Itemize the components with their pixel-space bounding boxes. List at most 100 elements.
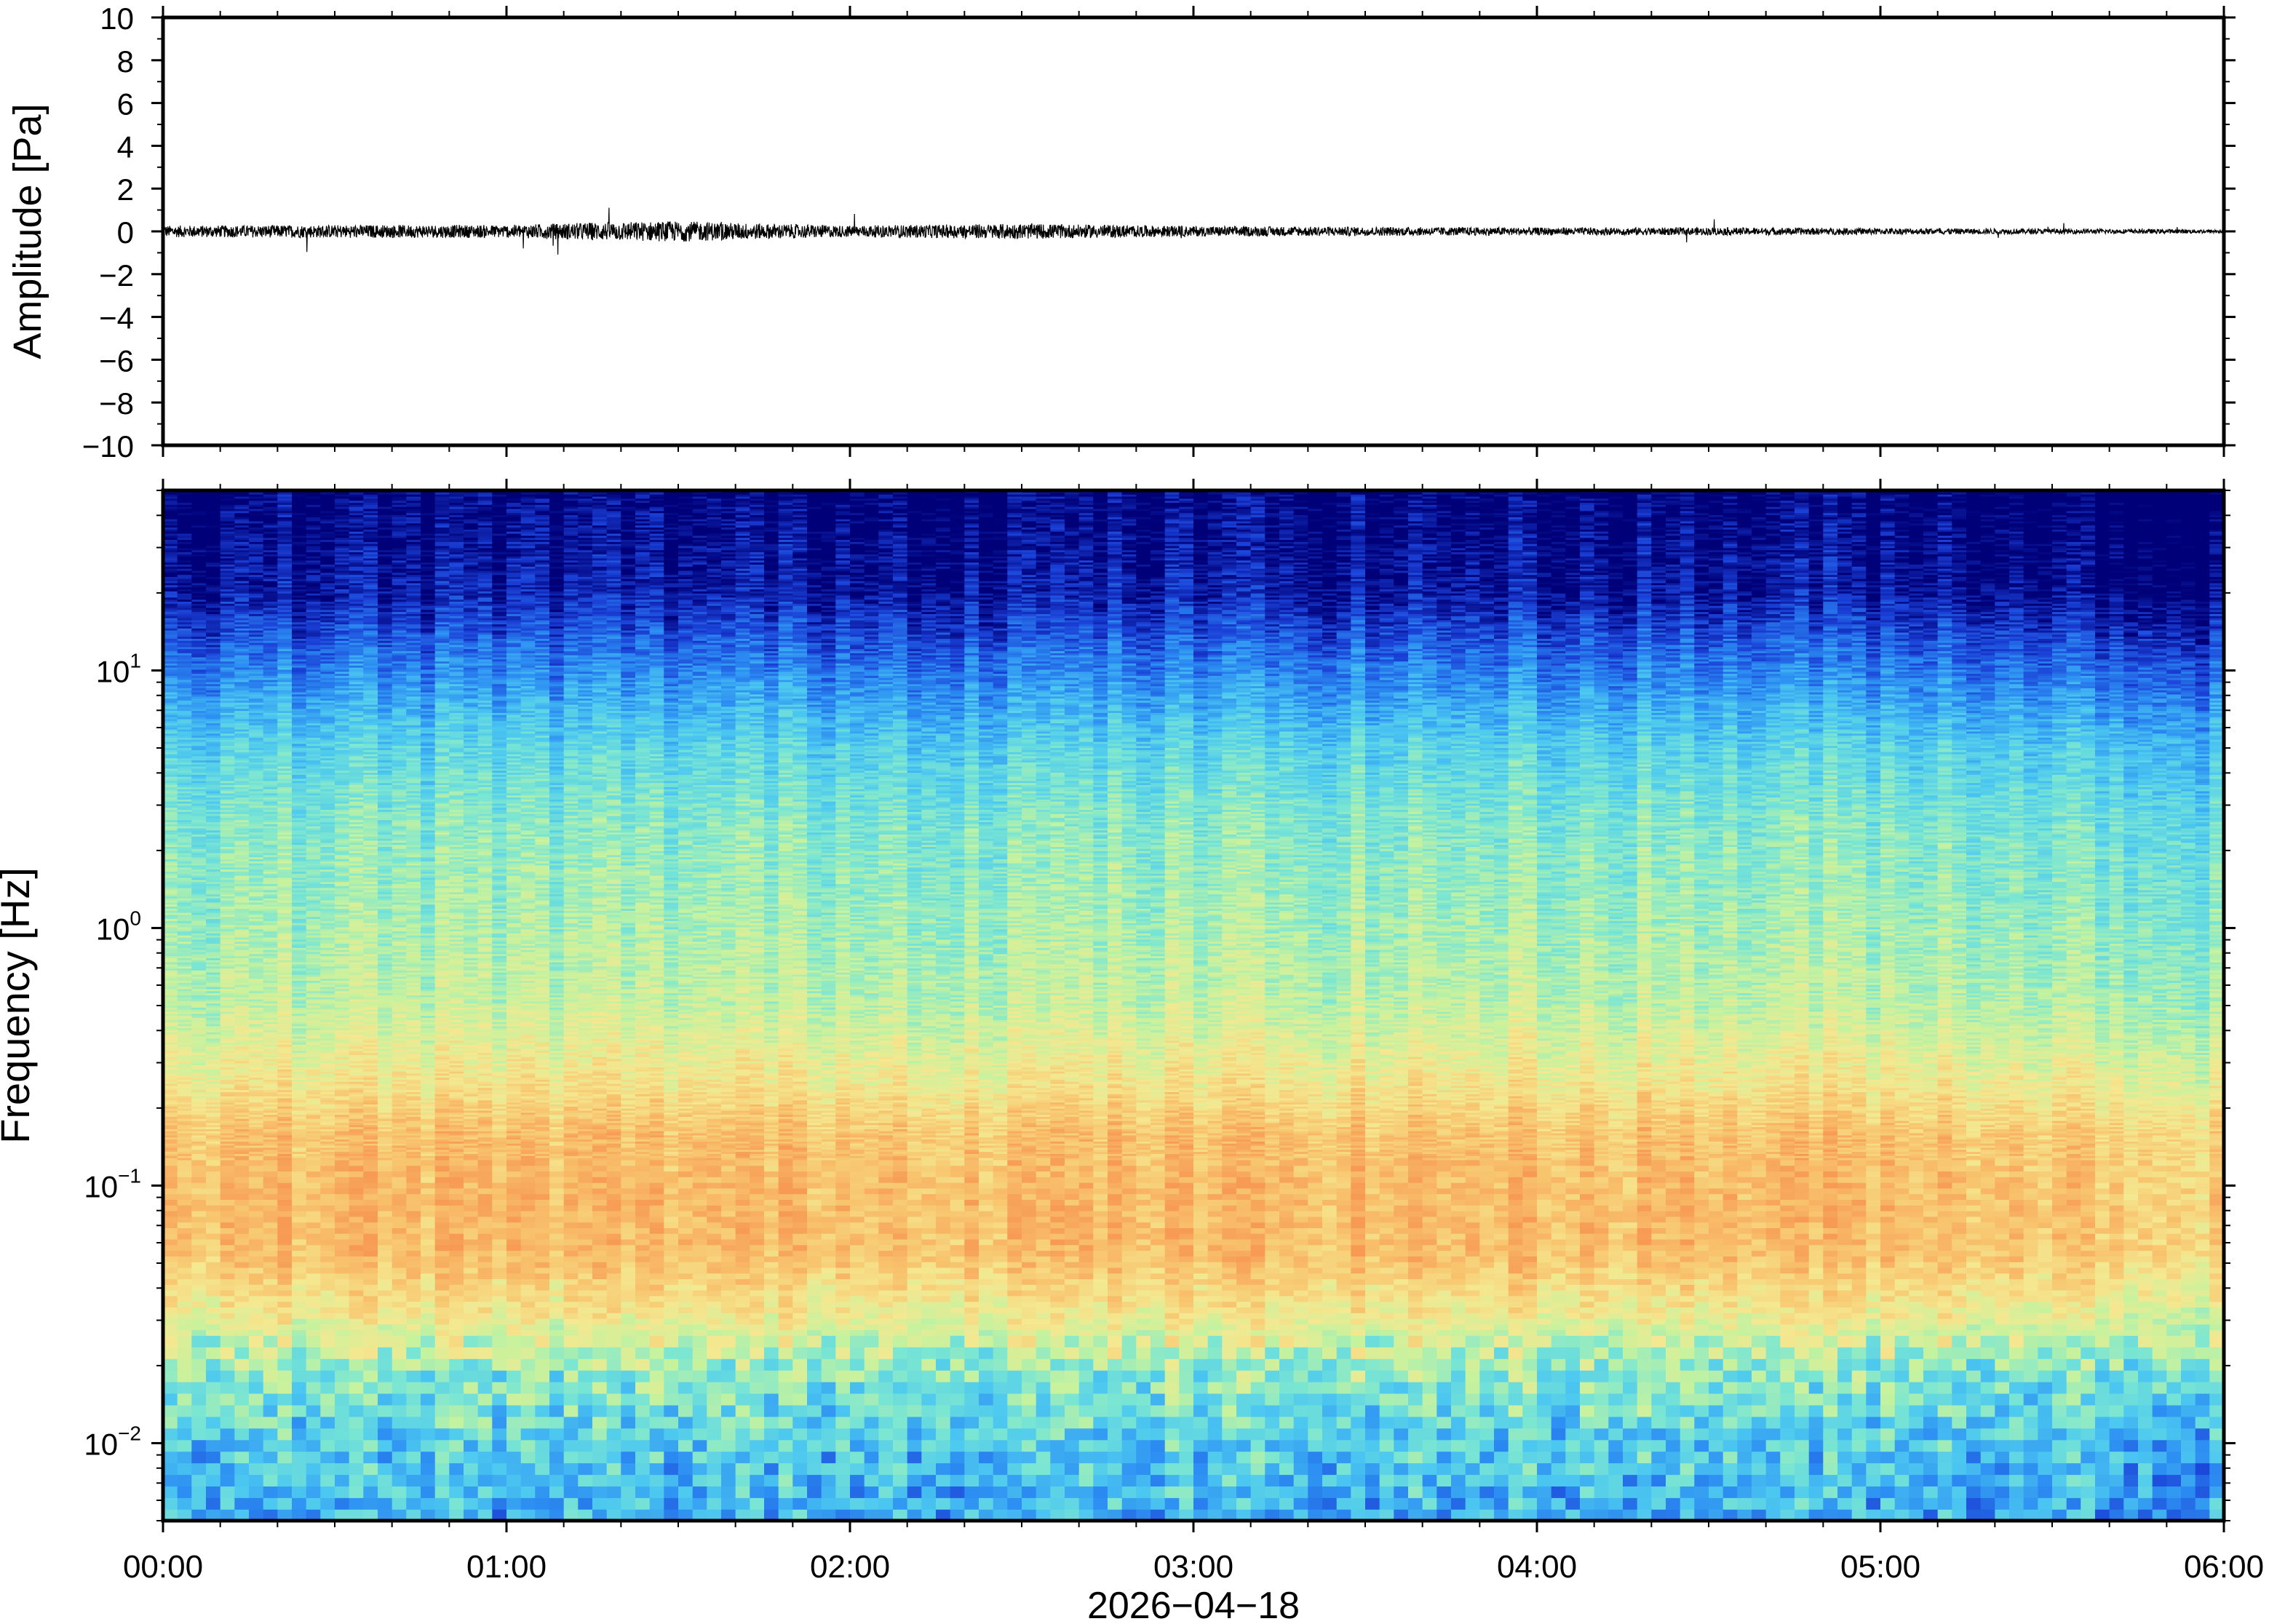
spectrogram-cell (163, 1222, 178, 1228)
spectrogram-cell (163, 1462, 178, 1475)
spectrogram-cell (191, 1486, 207, 1498)
spectrogram-cell (263, 1296, 279, 1302)
spectrogram-panel: 10110010−110−2 00:00 01:00 02:00 03:00 04:00… (0, 479, 2264, 1624)
spectrogram-cell (234, 1296, 250, 1302)
spectrogram-cell (249, 1273, 264, 1280)
spectrogram-cell (191, 1182, 207, 1189)
spectrogram-cell (249, 1267, 264, 1274)
spectrogram-cell (163, 1262, 178, 1268)
spectrogram-cell (277, 1382, 293, 1394)
spectrogram-cell (163, 1358, 178, 1371)
spectrogram-cell (249, 1497, 264, 1510)
spectrogram-cell (206, 1160, 221, 1166)
spectrogram-cell (191, 1329, 207, 1336)
spectrogram-cell (191, 1245, 207, 1251)
spectrogram-cell (220, 1233, 236, 1240)
spectrogram-cell (234, 1347, 250, 1359)
spectrogram-cell (234, 1256, 250, 1262)
spectrogram-cell (220, 1347, 236, 1359)
spectrogram-cell (263, 1211, 279, 1217)
spectrogram-cell (220, 1182, 236, 1189)
spectrogram-cell (220, 1217, 236, 1223)
spectrogram-cell (249, 1217, 264, 1223)
spectrogram-cell (220, 1307, 236, 1313)
waveform-y-tick-label: −6 (99, 343, 134, 378)
spectrogram-cell (234, 1273, 250, 1280)
spectrogram-cell (277, 1256, 293, 1262)
spectrogram-cell (178, 1301, 193, 1307)
spectrogram-cell (249, 1318, 264, 1325)
spectrogram-cell (178, 1462, 193, 1475)
spectrogram-cell (234, 1486, 250, 1498)
spectrogram-cell (191, 1497, 207, 1510)
spectrogram-cell (191, 1278, 207, 1285)
spectrogram-cell (249, 1347, 264, 1359)
spectrogram-cell (249, 1182, 264, 1189)
spectrogram-cell (220, 1405, 236, 1417)
spectrogram-cell (263, 1182, 279, 1189)
spectrogram-cell (206, 1166, 221, 1172)
spectrogram-cell (191, 1440, 207, 1452)
spectrogram-cell (277, 1358, 293, 1371)
spectrogram-cell (206, 1370, 221, 1382)
spectrogram-cell (277, 1284, 293, 1291)
spectrogram-cell (234, 1278, 250, 1285)
spectrogram-cell (191, 1188, 207, 1195)
spectrogram-cell (178, 1313, 193, 1319)
spectrogram-cell (277, 1486, 293, 1498)
spectrogram-cell (249, 1486, 264, 1498)
spectrogram-cell (220, 1335, 236, 1348)
spectrogram-cell (263, 1262, 279, 1268)
spectrogram-cell (263, 1250, 279, 1257)
spectrogram-cell (234, 1239, 250, 1246)
spectrogram-cell (163, 1188, 178, 1195)
spectrogram-cell (163, 1227, 178, 1234)
spectrogram-cell (178, 1171, 193, 1177)
spectrogram-cell (191, 1199, 207, 1206)
spectrogram-cell (220, 1474, 236, 1486)
spectrogram-cell (220, 1358, 236, 1371)
spectrogram-cell (263, 1324, 279, 1331)
spectrogram-cell (191, 1193, 207, 1200)
spectrogram-cell (206, 1347, 221, 1359)
spectrogram-cell (206, 1318, 221, 1325)
spectrogram-cell (178, 1256, 193, 1262)
spectrogram-cell (263, 1188, 279, 1195)
spectrogram-cell (263, 1199, 279, 1206)
spectrogram-cell (249, 1278, 264, 1285)
spectrogram-cell (277, 1182, 293, 1189)
waveform-y-tick-label: −8 (99, 386, 134, 421)
spectrogram-cell (220, 1324, 236, 1331)
spectrogram-cell (178, 1290, 193, 1297)
spectrogram-cell (163, 1239, 178, 1246)
spectrogram-cell (178, 1188, 193, 1195)
spectrogram-cell (263, 1278, 279, 1285)
spectrogram-cell (249, 1329, 264, 1336)
spectrogram-cell (178, 1239, 193, 1246)
spectrogram-cell (277, 1267, 293, 1274)
spectrogram-cell (234, 1222, 250, 1228)
spectrogram-cell (220, 1417, 236, 1429)
spectrogram-cell (178, 1296, 193, 1302)
spectrogram-cell (249, 1171, 264, 1177)
spectrogram-cell (206, 1188, 221, 1195)
spectrogram-cell (191, 1222, 207, 1228)
spectrogram-cell (206, 1462, 221, 1475)
spectrogram-cell (263, 1222, 279, 1228)
spectrogram-cell (220, 1318, 236, 1325)
spectrogram-cell (178, 1267, 193, 1274)
spectrogram-cell (277, 1166, 293, 1172)
spectrogram-cell (191, 1217, 207, 1223)
spectrogram-cell (220, 1329, 236, 1336)
spectrogram-cell (178, 1382, 193, 1394)
spectrogram-cell (191, 1428, 207, 1441)
spectrogram-cell (191, 1205, 207, 1211)
spectrogram-cell (263, 1256, 279, 1262)
spectrogram-cell (178, 1497, 193, 1510)
spectrogram-cell (277, 1393, 293, 1406)
spectrogram-cell (163, 1177, 178, 1183)
spectrogram-cell (191, 1451, 207, 1463)
spectrogram-cell (277, 1307, 293, 1313)
spectrogram-cell (163, 1393, 178, 1406)
